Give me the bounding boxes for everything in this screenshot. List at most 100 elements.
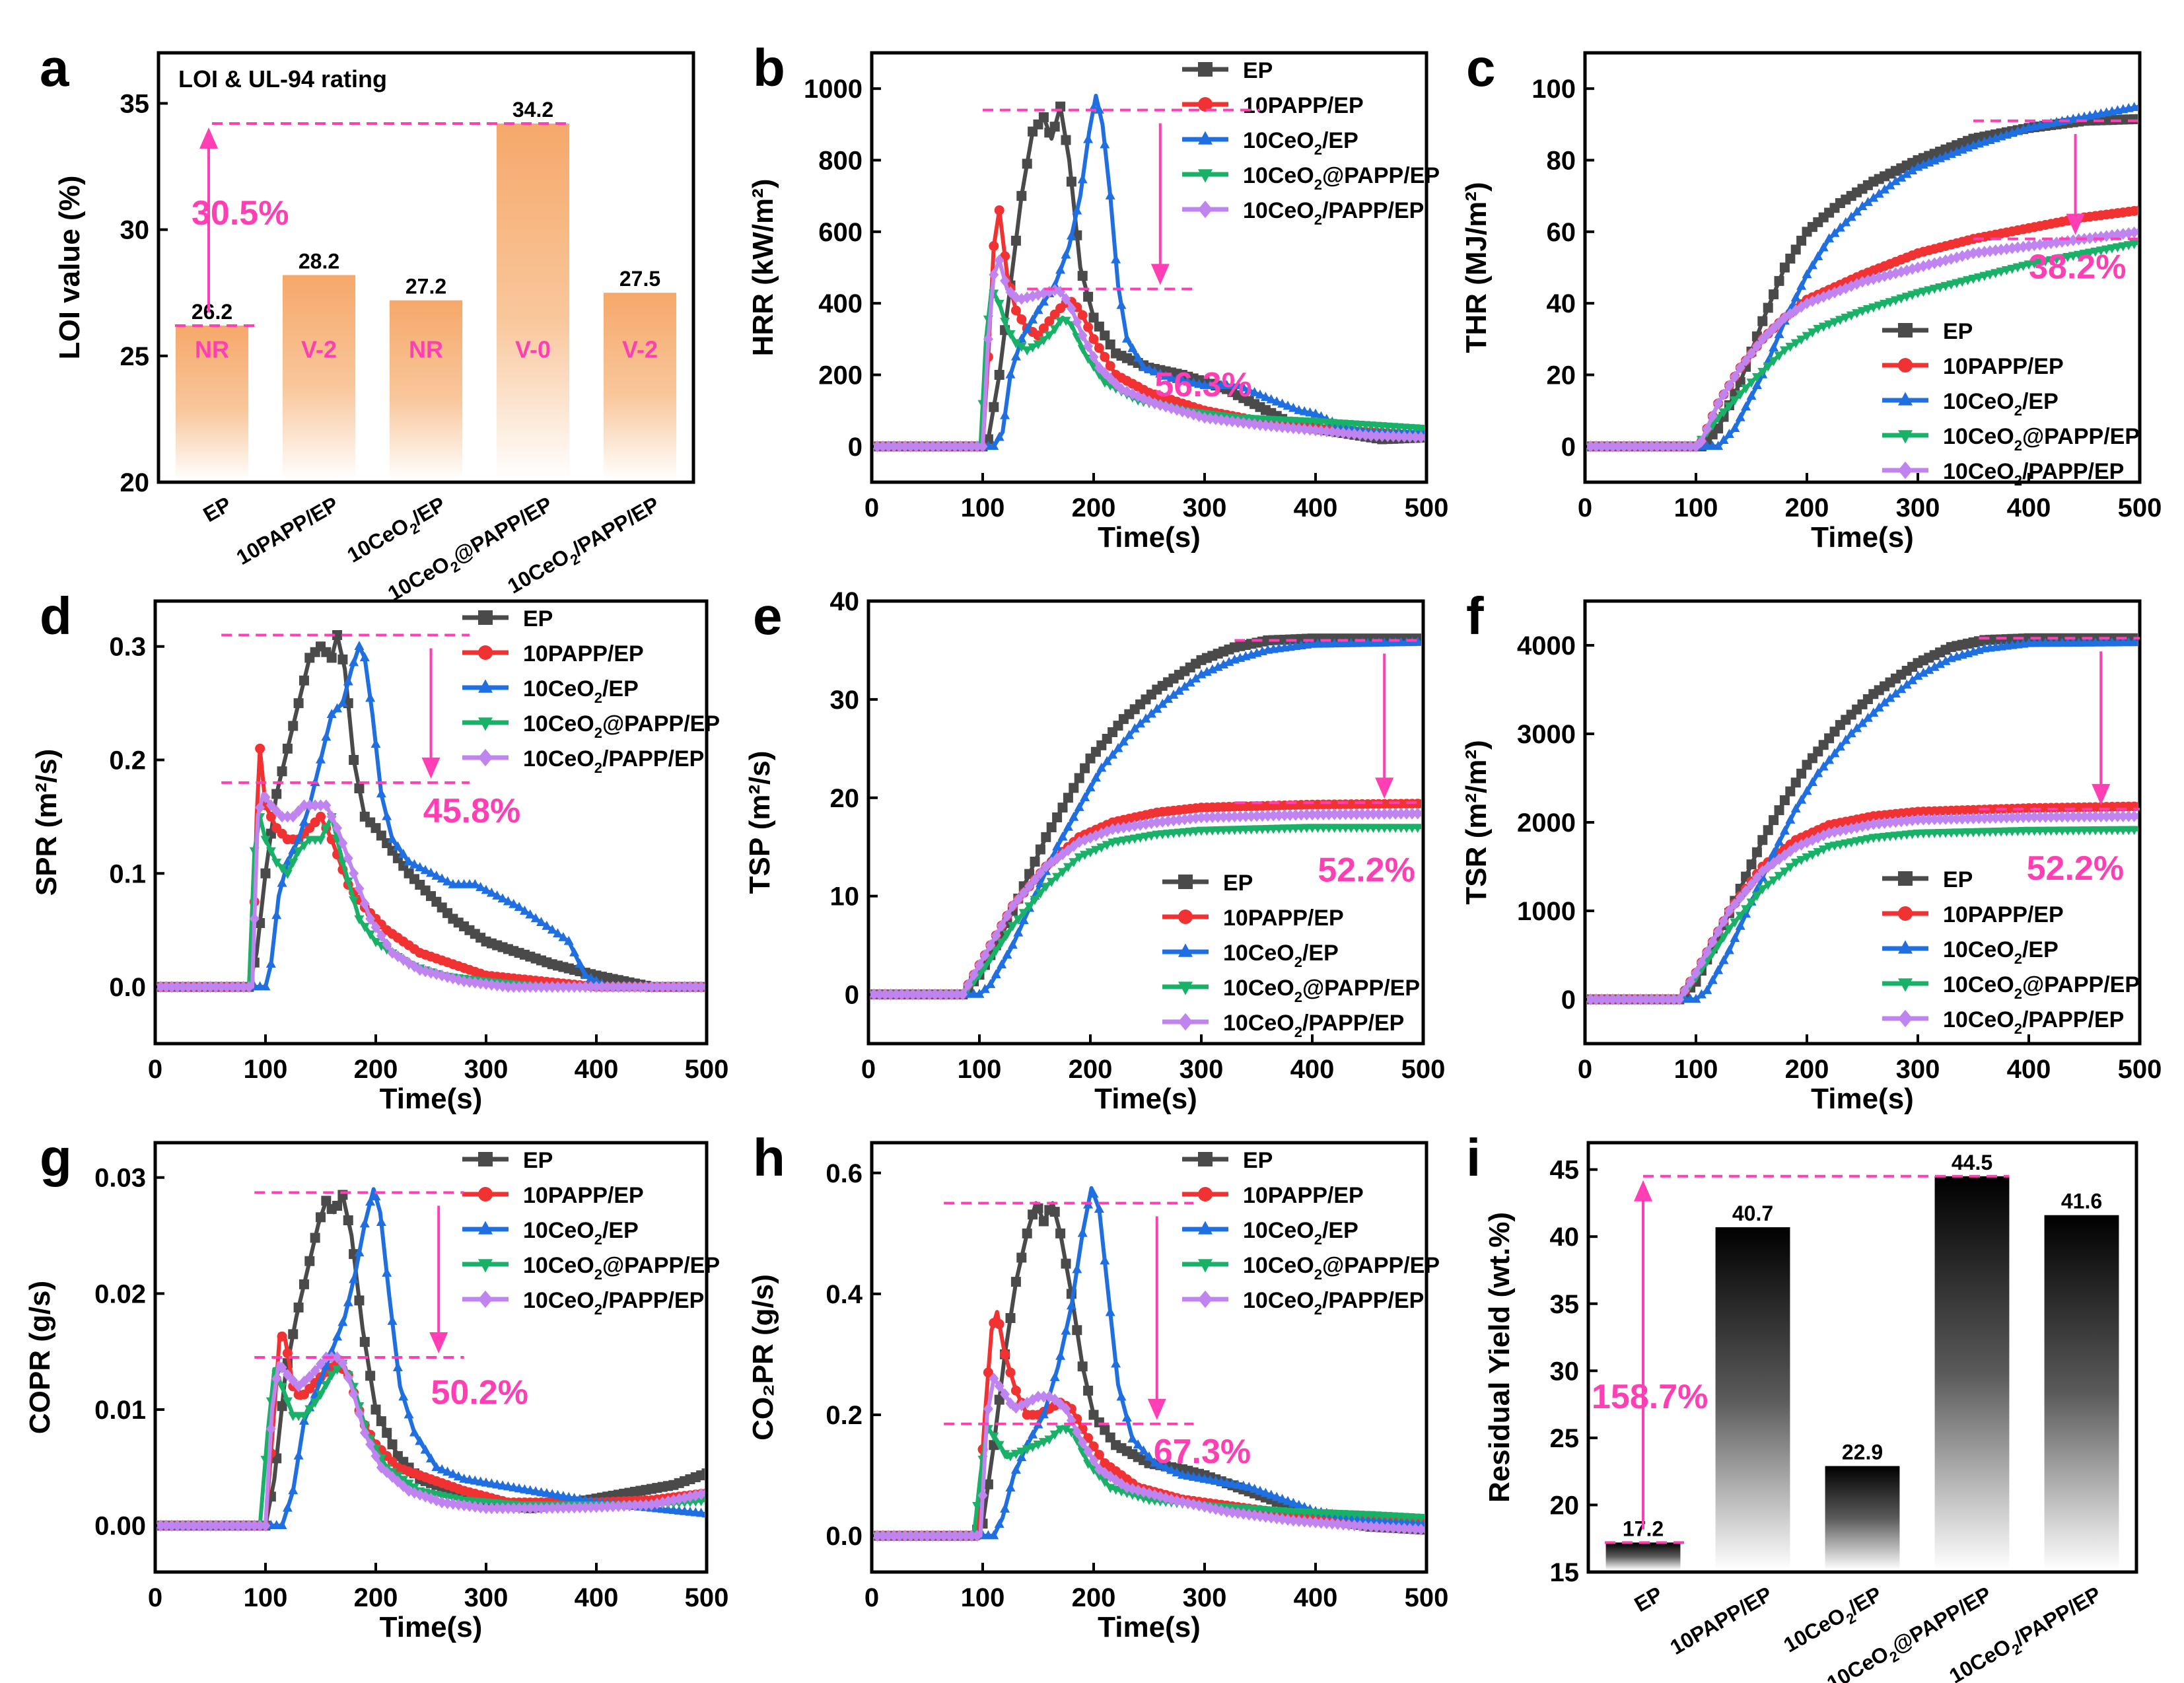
y-tick-label: 0.01: [94, 1396, 146, 1425]
legend-entry-label: 10PAPP/EP: [1943, 902, 2064, 927]
panel-letter: c: [1466, 38, 1496, 97]
panel-letter: f: [1466, 587, 1484, 645]
y-tick-label: 800: [818, 147, 863, 176]
bar: [175, 325, 249, 480]
legend-entry-label: 10CeO2/EP: [1243, 1218, 1358, 1248]
legend-entry-label: 10PAPP/EP: [1243, 93, 1364, 118]
y-tick-label: 400: [818, 289, 863, 318]
plot-frame: [153, 599, 709, 1046]
legend-entry-label: 10PAPP/EP: [523, 641, 644, 666]
x-tick-label: 100: [958, 1055, 1002, 1084]
annotation-arrowhead: [1375, 777, 1394, 799]
annotation-percentage: 45.8%: [423, 792, 520, 830]
x-tick-label: 300: [1896, 493, 1940, 522]
x-tick-label: 0: [864, 493, 879, 522]
x-tick-label: 100: [1674, 1055, 1718, 1084]
panel-h-line-chart: 0 100 200 300 400 500 0.0 0.2 0.4 0.6 Time(s) CO₂PR…: [747, 1141, 1449, 1643]
legend-marker-square: [478, 610, 493, 625]
legend-marker-diamond: [478, 748, 493, 767]
y-tick-label: 0.4: [826, 1280, 863, 1309]
y-tick-label: 10: [830, 882, 860, 912]
annotation-percentage: 56.3%: [1154, 366, 1251, 404]
y-axis-label: TSR (m²/m²): [1460, 740, 1493, 904]
x-axis-label: Time(s): [1811, 521, 1914, 554]
legend-marker-tridown: [1178, 982, 1193, 995]
legend-entry-label: 10CeO2/PAPP/EP: [1943, 459, 2124, 489]
legend-marker-diamond: [1198, 200, 1213, 219]
annotation-percentage: 158.7%: [1592, 1378, 1708, 1416]
bar: [1715, 1227, 1790, 1570]
series-group: [157, 1187, 705, 1532]
y-tick-label: 25: [120, 342, 150, 371]
x-tick-label: 400: [2007, 493, 2051, 522]
y-tick-label: 0.6: [826, 1159, 863, 1188]
legend-marker-square: [1198, 62, 1213, 77]
x-tick-label: 500: [1405, 493, 1449, 522]
x-tick-label: 400: [575, 1583, 619, 1612]
annotation-percentage: 50.2%: [431, 1373, 528, 1412]
legend-entry-label: 10CeO2/EP: [523, 1218, 639, 1248]
annotation-arrowhead: [2066, 213, 2085, 235]
legend-marker-triangle: [1198, 1221, 1213, 1235]
y-tick-label: 0: [1561, 985, 1576, 1015]
legend-entry-label: 10CeO2/PAPP/EP: [523, 1288, 704, 1318]
x-tick-label: 500: [2118, 1055, 2162, 1084]
bar-rating-label: V-2: [301, 336, 337, 363]
legend-entry-label: EP: [523, 606, 553, 631]
x-tick-label: 300: [1183, 493, 1227, 522]
y-tick-label: 30: [120, 216, 150, 245]
series-markers-EP: [870, 633, 1421, 1000]
legend-entry-label: 10CeO2/EP: [1243, 128, 1358, 158]
x-tick-label: 500: [1405, 1583, 1449, 1612]
bar-value-label: 22.9: [1842, 1441, 1883, 1464]
bar: [1934, 1176, 2010, 1570]
legend-marker-circle: [1198, 97, 1213, 112]
y-tick-label: 0.00: [94, 1512, 146, 1541]
annotation-arrowhead: [1634, 1180, 1652, 1201]
panel-e-line-chart: 0 100 200 300 400 500 0 10 20 30 40 Time(s) TSP (m²/…: [744, 587, 1445, 1115]
legend-marker-tridown: [1198, 169, 1213, 183]
y-axis-label: TSP (m²/s): [744, 751, 776, 894]
legend-marker-diamond: [1898, 1009, 1913, 1028]
legend-entry-label: EP: [1243, 58, 1273, 83]
bar-value-label: 27.2: [405, 275, 446, 299]
x-tick-label: 200: [354, 1055, 398, 1084]
annotation-arrowhead: [1150, 264, 1170, 285]
legend-entry-label: 10CeO2/PAPP/EP: [1223, 1011, 1404, 1040]
series-markers-10CeO2-PAPP-EP: [874, 1373, 1425, 1542]
x-tick-label: 200: [1785, 1055, 1829, 1084]
legend-entry-label: 10CeO2/EP: [1943, 389, 2059, 419]
series-group: [1587, 102, 2138, 452]
panel-a-bar-chart: 20 25 30 35 LOI value (%) LOI & UL-94 rating 2…: [53, 51, 695, 606]
y-axis-label: CO₂PR (g/s): [747, 1274, 779, 1441]
legend-marker-square: [1898, 323, 1913, 338]
panel-g-line-chart: 0 100 200 300 400 500 0.00 0.01 0.02 0.03 Time(s) C…: [24, 1141, 728, 1643]
x-tick-label: 400: [575, 1055, 619, 1084]
legend-marker-circle: [1198, 1187, 1213, 1201]
y-tick-label: 200: [818, 361, 863, 390]
y-tick-label: 2000: [1517, 808, 1576, 838]
x-tick-label: 200: [354, 1583, 398, 1612]
x-tick-label: 100: [244, 1055, 288, 1084]
legend-entry-label: 10PAPP/EP: [523, 1183, 644, 1208]
plot-frame: [157, 51, 695, 484]
y-tick-label: 100: [1532, 75, 1576, 104]
bar-value-label: 27.5: [619, 267, 660, 291]
legend-marker-circle: [1898, 906, 1913, 921]
legend-marker-diamond: [1198, 1290, 1213, 1308]
legend-entry-label: EP: [1943, 319, 1973, 344]
bar: [1825, 1466, 1900, 1570]
y-tick-label: 40: [1550, 1223, 1580, 1252]
y-tick-label: 0: [1561, 433, 1576, 462]
x-axis-label: Time(s): [1098, 521, 1201, 554]
x-tick-label: 400: [1290, 1055, 1335, 1084]
x-tick-label: 200: [1069, 1055, 1113, 1084]
legend-marker-tridown: [1898, 430, 1913, 444]
legend-entry-label: 10CeO2@PAPP/EP: [1243, 163, 1440, 193]
x-tick-label: 500: [685, 1055, 729, 1084]
bar-value-label: 34.2: [512, 98, 553, 122]
bar-rating-label: V-0: [515, 336, 551, 363]
x-category-label: EP: [199, 492, 236, 527]
legend-entry-label: EP: [523, 1148, 553, 1173]
x-axis-label: Time(s): [1811, 1083, 1914, 1115]
